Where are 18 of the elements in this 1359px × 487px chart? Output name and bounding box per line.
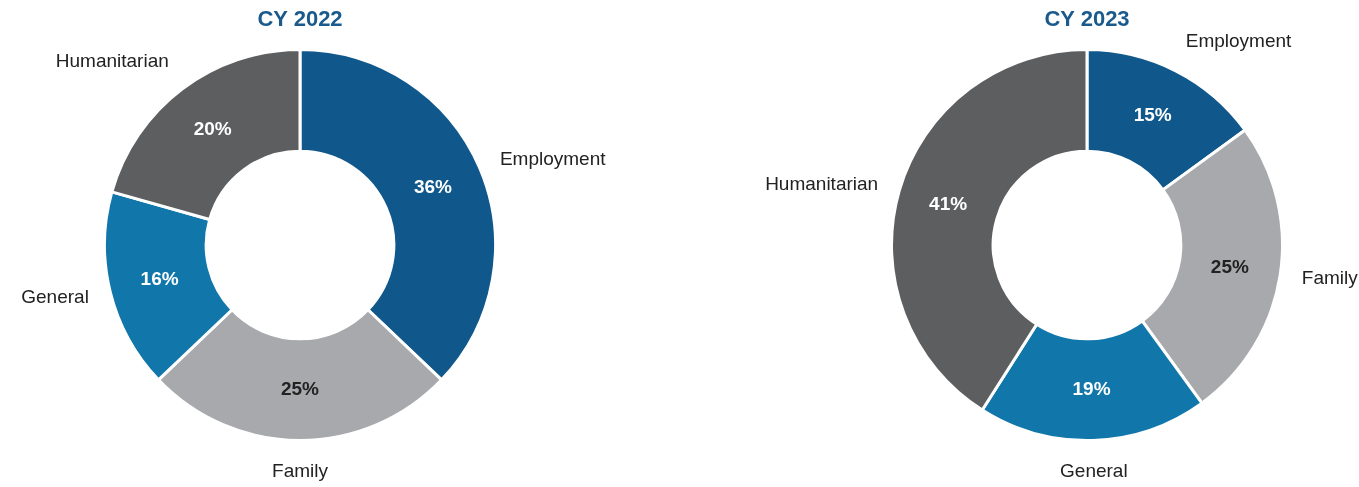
- data-label: 20%: [193, 117, 232, 139]
- slice-label: Humanitarian: [55, 50, 169, 72]
- slice-label: Employment: [499, 147, 607, 169]
- data-label: 41%: [929, 192, 968, 214]
- slice-label: Family: [1301, 267, 1359, 289]
- data-label: 25%: [1210, 255, 1250, 277]
- data-label: 16%: [140, 268, 179, 290]
- data-label: 25%: [280, 377, 320, 399]
- slice-label: Humanitarian: [765, 172, 879, 194]
- data-label: 15%: [1133, 104, 1172, 126]
- chart-title: CY 2023: [1044, 6, 1130, 32]
- chart-title: CY 2022: [257, 6, 343, 32]
- slice-label: General: [1060, 460, 1128, 482]
- slice-label: Family: [272, 460, 329, 482]
- slice-label: Employment: [1185, 29, 1293, 51]
- data-label: 36%: [413, 176, 453, 198]
- data-label: 19%: [1072, 377, 1111, 399]
- slice-label: General: [21, 285, 89, 307]
